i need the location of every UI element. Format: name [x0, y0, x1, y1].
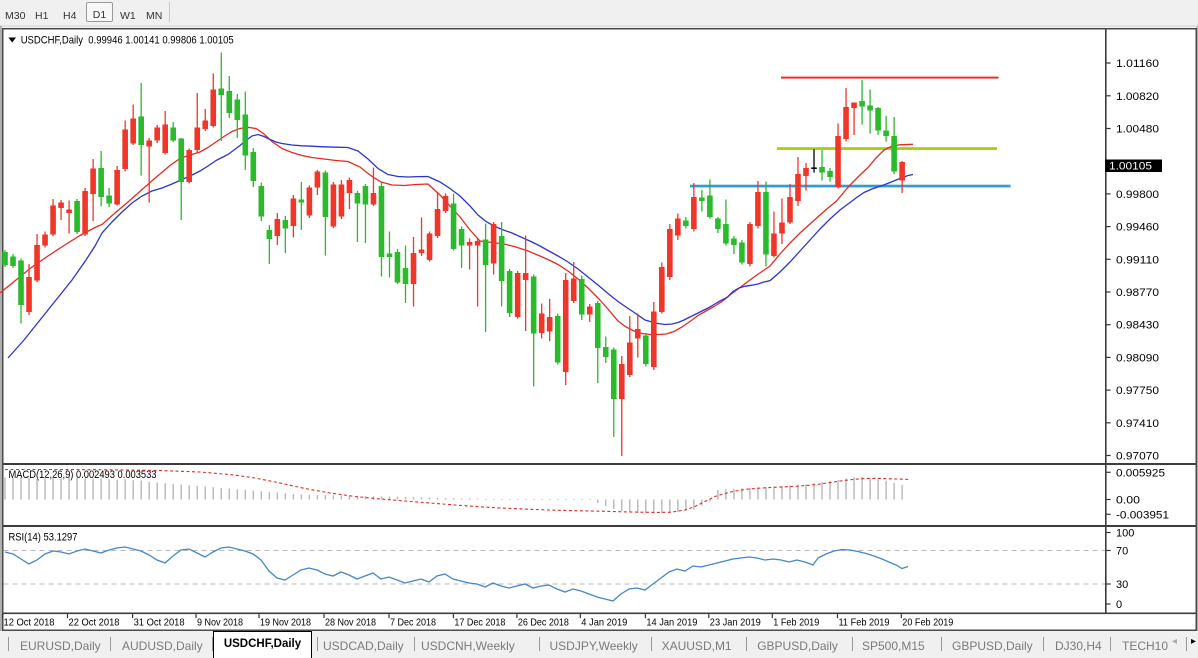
svg-text:26 Dec 2018: 26 Dec 2018: [518, 617, 569, 629]
svg-text:0.98090: 0.98090: [1116, 352, 1159, 364]
svg-text:28 Nov 2018: 28 Nov 2018: [325, 617, 376, 629]
svg-text:0.97070: 0.97070: [1116, 451, 1159, 463]
svg-text:1.00820: 1.00820: [1116, 91, 1159, 103]
svg-text:31 Oct 2018: 31 Oct 2018: [134, 617, 185, 629]
svg-text:19 Nov 2018: 19 Nov 2018: [260, 617, 311, 629]
svg-text:1.00480: 1.00480: [1116, 124, 1159, 136]
svg-text:17 Dec 2018: 17 Dec 2018: [454, 617, 505, 629]
svg-text:0.97750: 0.97750: [1116, 385, 1159, 397]
svg-text:14 Jan 2019: 14 Jan 2019: [646, 617, 697, 629]
svg-text:0.99460: 0.99460: [1116, 222, 1159, 234]
svg-text:100: 100: [1116, 528, 1134, 540]
svg-text:RSI(14) 53.1297: RSI(14) 53.1297: [9, 532, 78, 544]
svg-text:0.99800: 0.99800: [1116, 189, 1159, 201]
svg-text:70: 70: [1116, 546, 1128, 558]
svg-text:0.00: 0.00: [1116, 495, 1140, 507]
svg-text:0.97410: 0.97410: [1116, 418, 1159, 430]
svg-text:USDCHF,Daily 0.99946 1.00141: USDCHF,Daily 0.99946 1.00141 0.99806 1.0…: [21, 35, 234, 47]
svg-text:0.98430: 0.98430: [1116, 320, 1159, 332]
svg-text:0.99110: 0.99110: [1116, 254, 1159, 266]
svg-text:22 Oct 2018: 22 Oct 2018: [69, 617, 120, 629]
svg-text:-0.003951: -0.003951: [1116, 509, 1169, 521]
svg-text:4 Jan 2019: 4 Jan 2019: [581, 617, 627, 629]
svg-text:0.005925: 0.005925: [1116, 467, 1165, 479]
svg-text:MACD(12,26,9) 0.002493 0.00353: MACD(12,26,9) 0.002493 0.003533: [9, 469, 157, 481]
svg-text:12 Oct 2018: 12 Oct 2018: [4, 617, 55, 629]
svg-text:1.00105: 1.00105: [1109, 161, 1152, 173]
svg-text:1.01160: 1.01160: [1116, 58, 1159, 70]
svg-text:20 Feb 2019: 20 Feb 2019: [902, 617, 953, 629]
svg-text:30: 30: [1116, 579, 1128, 591]
svg-text:0: 0: [1116, 599, 1122, 611]
svg-text:9 Nov 2018: 9 Nov 2018: [197, 617, 243, 629]
svg-text:1 Feb 2019: 1 Feb 2019: [773, 617, 819, 629]
svg-text:7 Dec 2018: 7 Dec 2018: [390, 617, 436, 629]
svg-text:11 Feb 2019: 11 Feb 2019: [839, 617, 890, 629]
svg-text:0.98770: 0.98770: [1116, 287, 1159, 299]
svg-text:23 Jan 2019: 23 Jan 2019: [710, 617, 761, 629]
